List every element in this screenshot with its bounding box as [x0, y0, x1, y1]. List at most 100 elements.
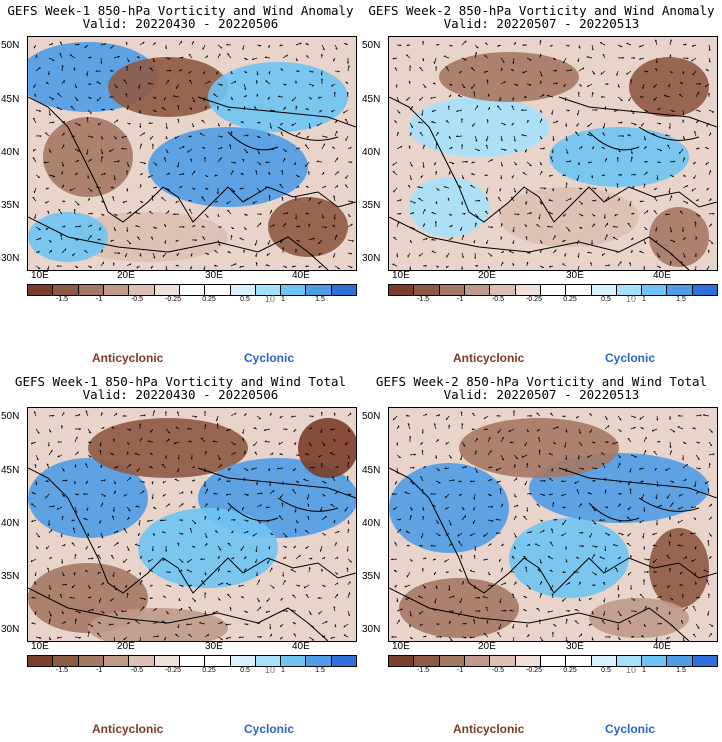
map-field: [28, 408, 356, 641]
lat-label: 50N: [1, 411, 20, 422]
lat-label: 45N: [1, 94, 20, 105]
colorbar-segment: [414, 656, 440, 666]
colorbar-segment: [439, 656, 465, 666]
vorticity-region: [459, 418, 619, 478]
vorticity-region: [509, 518, 629, 598]
colorbar-tick: -0.5: [491, 296, 505, 303]
lat-label: 40N: [362, 147, 381, 158]
lon-label: 30E: [205, 270, 223, 281]
vorticity-map: [27, 36, 357, 271]
lat-label: 50N: [362, 40, 381, 51]
colorbar-segment: [230, 656, 256, 666]
colorbar-segment: [255, 656, 282, 666]
colorbar-tick: -1: [456, 296, 464, 303]
coastline: [28, 467, 356, 641]
colorbar: [27, 655, 357, 667]
colorbar-segment: [566, 656, 592, 666]
colorbar-segment: [205, 285, 231, 295]
colorbar-tick: -1: [95, 667, 103, 674]
vorticity-region: [88, 418, 248, 478]
anticyclonic-label: Anticyclonic: [453, 722, 525, 736]
lat-label: 45N: [362, 465, 381, 476]
colorbar-segment: [642, 656, 668, 666]
vorticity-region: [499, 187, 639, 247]
panel-week2-total: GEFS Week-2 850-hPa Vorticity and Wind T…: [361, 371, 722, 742]
colorbar: [388, 284, 718, 296]
lat-label: 35N: [362, 571, 381, 582]
colorbar-segment: [464, 285, 491, 295]
colorbar-tick: 1.5: [676, 296, 686, 303]
panel-title: GEFS Week-1 850-hPa Vorticity and Wind T…: [14, 374, 347, 389]
coastline: [389, 96, 717, 270]
lat-label: 50N: [1, 40, 20, 51]
colorbar-segment: [389, 656, 415, 666]
colorbar-tick: 1.5: [315, 296, 325, 303]
lon-label: 10E: [392, 641, 410, 652]
vorticity-region: [108, 57, 228, 117]
colorbar-tick: -1.5: [416, 667, 430, 674]
colorbar-tick: 0.5: [601, 667, 611, 674]
colorbar-segment: [129, 285, 155, 295]
colorbar-segment: [616, 285, 643, 295]
colorbar-segment: [281, 656, 307, 666]
vorticity-region: [28, 458, 148, 538]
panel-valid-dates: Valid: 20220507 - 20220513: [443, 16, 640, 31]
vorticity-region: [549, 127, 689, 187]
vorticity-region: [409, 177, 489, 237]
colorbar-tick: 1: [642, 296, 646, 303]
colorbar-segment: [306, 656, 332, 666]
colorbar-segment: [179, 656, 206, 666]
lon-label: 20E: [117, 270, 135, 281]
panel-week1-anomaly: GEFS Week-1 850-hPa Vorticity and Wind A…: [0, 0, 361, 371]
lat-label: 35N: [362, 200, 381, 211]
vorticity-region: [399, 578, 519, 638]
vorticity-map: [388, 407, 718, 642]
lat-label: 45N: [362, 94, 381, 105]
cyclonic-label: Cyclonic: [605, 722, 656, 736]
lon-label: 40E: [292, 270, 310, 281]
vorticity-map: [27, 407, 357, 642]
colorbar-tick: -0.25: [165, 667, 181, 674]
colorbar-tick: -0.5: [130, 667, 144, 674]
colorbar-tick: 0.25: [563, 296, 577, 303]
vorticity-region: [389, 463, 509, 553]
vorticity-region: [439, 52, 579, 102]
colorbar-segment: [129, 656, 155, 666]
colorbar-segment: [490, 285, 516, 295]
colorbar-tick: -0.25: [526, 667, 542, 674]
colorbar-segment: [591, 285, 617, 295]
lat-label: 40N: [1, 147, 20, 158]
lon-label: 20E: [117, 641, 135, 652]
colorbar-segment: [154, 656, 180, 666]
colorbar-segment: [515, 285, 541, 295]
colorbar-tick: 1: [642, 667, 646, 674]
colorbar-segment: [642, 285, 668, 295]
colorbar-segment: [78, 285, 104, 295]
colorbar-tick: 1: [281, 667, 285, 674]
vorticity-region: [148, 127, 308, 207]
colorbar-tick: 0.5: [601, 296, 611, 303]
colorbar-segment: [389, 285, 415, 295]
cyclonic-label: Cyclonic: [605, 351, 656, 365]
vector-reference: 10: [626, 294, 637, 304]
colorbar-tick: 0.25: [563, 667, 577, 674]
lat-label: 40N: [362, 518, 381, 529]
colorbar-tick: 1.5: [315, 667, 325, 674]
lat-label: 30N: [362, 253, 381, 264]
colorbar-tick: 0.25: [202, 667, 216, 674]
wind-vectors: [390, 410, 715, 641]
lon-label: 40E: [292, 641, 310, 652]
colorbar-segment: [540, 656, 567, 666]
panel-valid-dates: Valid: 20220507 - 20220513: [443, 387, 640, 402]
colorbar-segment: [53, 656, 79, 666]
colorbar-segment: [439, 285, 465, 295]
lat-label: 30N: [1, 253, 20, 264]
colorbar-segment: [281, 285, 307, 295]
vector-reference: 10: [626, 665, 637, 675]
vorticity-region: [68, 212, 228, 262]
colorbar-segment: [692, 656, 718, 666]
lon-label: 20E: [478, 270, 496, 281]
coastline: [389, 467, 717, 641]
vorticity-region: [409, 97, 549, 157]
wind-vectors: [30, 410, 352, 641]
